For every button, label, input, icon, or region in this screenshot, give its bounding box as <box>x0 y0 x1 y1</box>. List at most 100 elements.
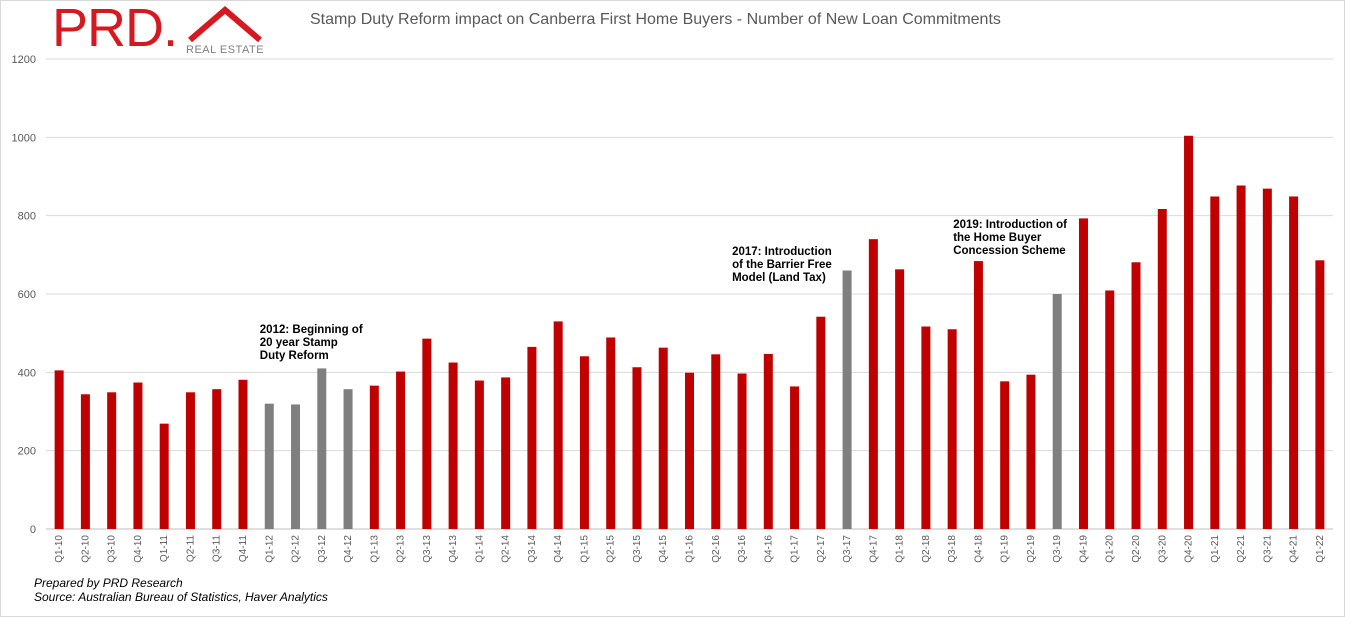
prd-logo: PRD. REAL ESTATE <box>52 0 267 60</box>
bar-q3-13 <box>422 338 432 529</box>
annotation-line: Concession Scheme <box>953 245 1066 257</box>
bar-q1-18 <box>895 269 905 529</box>
annotation-line: Model (Land Tax) <box>732 272 826 284</box>
x-tick-label: Q4-20 <box>1184 535 1195 563</box>
annotation-line: of the Barrier Free <box>732 259 832 271</box>
x-tick-label: Q1-10 <box>54 535 65 563</box>
annotation-line: Duty Reform <box>259 350 329 362</box>
x-tick-label: Q4-21 <box>1289 535 1300 563</box>
x-tick-label: Q1-14 <box>474 535 485 563</box>
x-tick-label: Q3-10 <box>107 535 118 563</box>
x-tick-label: Q3-14 <box>527 535 538 563</box>
x-tick-label: Q2-17 <box>816 535 827 563</box>
logo-wordmark: PRD. <box>52 0 178 58</box>
chart-footer: Prepared by PRD Research Source: Austral… <box>34 576 328 604</box>
x-tick-label: Q2-20 <box>1131 535 1142 563</box>
chart-title: Stamp Duty Reform impact on Canberra Fir… <box>310 11 1001 28</box>
bar-q4-10 <box>133 382 143 529</box>
x-tick-label: Q4-16 <box>763 535 774 563</box>
annotation-2017: 2017: Introduction of the Barrier Free M… <box>732 246 832 285</box>
x-tick-label: Q3-21 <box>1262 535 1273 563</box>
bar-q2-18 <box>921 326 931 529</box>
bar-q3-10 <box>107 392 117 529</box>
x-tick-label: Q2-21 <box>1236 535 1247 563</box>
bar-q3-15 <box>632 367 642 529</box>
bar-q3-14 <box>527 346 537 529</box>
bar-q1-11 <box>159 423 169 529</box>
bar-q1-10 <box>54 370 64 529</box>
annotation-line: 2012: Beginning of <box>259 324 363 336</box>
bar-q2-10 <box>80 394 90 529</box>
x-tick-label: Q1-11 <box>159 535 170 562</box>
y-tick-label: 600 <box>18 289 36 301</box>
bar-q4-11 <box>238 379 248 529</box>
x-tick-label: Q1-19 <box>1000 535 1011 563</box>
house-roof-icon <box>188 6 262 43</box>
bar-q3-16 <box>737 373 747 529</box>
x-tick-label: Q1-21 <box>1210 535 1221 563</box>
bar-q1-19 <box>1000 381 1010 529</box>
bar-q4-20 <box>1184 135 1194 529</box>
x-tick-label: Q3-19 <box>1052 535 1063 563</box>
bar-q2-12 <box>291 404 301 529</box>
bar-q3-17 <box>842 270 852 529</box>
annotation-line: 2017: Introduction <box>732 246 832 258</box>
bar-q2-13 <box>396 371 406 529</box>
bar-q2-20 <box>1131 262 1141 529</box>
x-tick-label: Q3-15 <box>632 535 643 563</box>
y-tick-label: 200 <box>18 446 36 458</box>
x-tick-label: Q4-10 <box>133 535 144 563</box>
x-tick-label: Q4-14 <box>553 535 564 563</box>
x-tick-label: Q4-11 <box>238 535 249 562</box>
x-tick-label: Q2-11 <box>185 535 196 562</box>
x-tick-label: Q2-18 <box>921 535 932 563</box>
logo-subtitle: REAL ESTATE <box>186 44 265 56</box>
bar-q4-15 <box>658 347 668 529</box>
bar-q4-14 <box>553 321 563 529</box>
x-tick-label: Q3-12 <box>317 535 328 563</box>
bar-q4-21 <box>1289 196 1299 529</box>
bar-q2-19 <box>1026 374 1036 529</box>
x-tick-label: Q3-11 <box>212 535 223 562</box>
x-tick-label: Q1-17 <box>790 535 801 563</box>
x-tick-label: Q4-17 <box>868 535 879 563</box>
x-tick-label: Q4-19 <box>1078 535 1089 563</box>
x-tick-label: Q2-16 <box>711 535 722 563</box>
annotation-2019: 2019: Introduction of the Home Buyer Con… <box>953 219 1067 258</box>
y-tick-label: 0 <box>30 524 36 536</box>
bar-q1-17 <box>790 386 800 529</box>
x-tick-label: Q4-12 <box>343 535 354 563</box>
bar-q1-21 <box>1210 196 1220 529</box>
bar-q4-13 <box>448 362 458 529</box>
x-tick-label: Q1-18 <box>895 535 906 563</box>
bar-q4-18 <box>973 261 983 529</box>
x-tick-label: Q1-16 <box>685 535 696 563</box>
bar-q2-11 <box>185 392 195 529</box>
bar-q1-15 <box>579 356 589 529</box>
source-note: Source: Australian Bureau of Statistics,… <box>34 590 328 604</box>
bar-q2-16 <box>711 354 721 529</box>
bar-q1-20 <box>1105 290 1115 529</box>
x-tick-label: Q3-17 <box>842 535 853 563</box>
x-tick-label: Q3-13 <box>422 535 433 563</box>
x-tick-label: Q1-13 <box>369 535 380 563</box>
bar-q3-12 <box>317 368 327 529</box>
bar-q2-14 <box>501 377 511 529</box>
x-tick-label: Q2-14 <box>501 535 512 563</box>
y-axis-ticks: 0 200 400 600 800 1000 1200 <box>12 54 36 536</box>
bar-q1-13 <box>369 385 379 529</box>
y-tick-label: 1200 <box>12 54 36 66</box>
bar-q3-21 <box>1262 188 1272 529</box>
x-tick-label: Q2-13 <box>396 535 407 563</box>
bar-q2-15 <box>606 337 616 529</box>
x-tick-label: Q4-15 <box>658 535 669 563</box>
x-tick-label: Q1-22 <box>1315 535 1326 563</box>
y-tick-label: 400 <box>18 367 36 379</box>
bar-q4-12 <box>343 389 353 529</box>
bar-q1-16 <box>685 372 694 529</box>
bar-q3-19 <box>1052 294 1062 529</box>
x-tick-label: Q1-20 <box>1105 535 1116 563</box>
annotation-line: the Home Buyer <box>953 232 1042 244</box>
bar-q4-16 <box>763 353 773 529</box>
